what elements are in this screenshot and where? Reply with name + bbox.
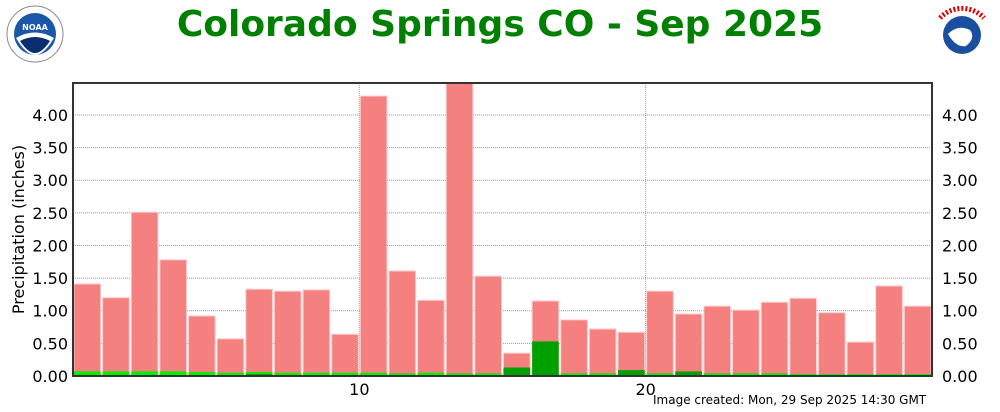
noaa-logo-text: NOAA xyxy=(22,23,48,32)
record-bar xyxy=(130,211,159,376)
record-bar xyxy=(331,333,359,376)
observed-bar xyxy=(503,367,531,376)
y-tick-label-left: 0.50 xyxy=(32,334,68,353)
record-bar xyxy=(445,83,474,376)
record-bar xyxy=(388,270,417,376)
y-tick-label-right: 4.00 xyxy=(942,106,978,125)
record-bar xyxy=(732,309,760,376)
record-bar xyxy=(674,313,703,376)
record-bar xyxy=(903,305,932,376)
y-tick-label-left: 2.50 xyxy=(32,204,68,223)
record-bar xyxy=(359,95,388,376)
normal-bar xyxy=(732,373,760,376)
observed-bar xyxy=(675,371,702,376)
y-tick-label-left: 2.00 xyxy=(32,236,68,255)
normal-bar xyxy=(274,372,302,376)
y-tick-label-right: 3.00 xyxy=(942,171,978,190)
normal-bar xyxy=(331,372,359,376)
record-bar xyxy=(588,328,617,376)
normal-bar xyxy=(446,373,473,376)
normal-bar xyxy=(217,372,244,376)
record-bar xyxy=(646,290,674,376)
record-bar xyxy=(789,297,817,376)
x-tick-label: 20 xyxy=(635,380,655,399)
normal-bar xyxy=(74,371,101,376)
record-bar xyxy=(73,283,102,376)
record-bar xyxy=(216,338,245,376)
image-created-text: Image created: Mon, 29 Sep 2025 14:30 GM… xyxy=(653,393,927,407)
x-tick-label: 10 xyxy=(349,380,369,399)
y-tick-label-right: 2.00 xyxy=(942,236,978,255)
normal-bar xyxy=(131,371,158,376)
record-bar xyxy=(560,319,588,376)
record-bar xyxy=(102,297,130,376)
record-bar xyxy=(846,341,875,376)
normal-bar xyxy=(188,372,216,376)
record-bar xyxy=(617,331,646,376)
plot-frame xyxy=(72,82,933,377)
y-tick-label-left: 4.00 xyxy=(32,106,68,125)
y-tick-label-left: 3.50 xyxy=(32,139,68,158)
y-tick-label-left: 0.00 xyxy=(32,367,68,386)
y-tick-label-left: 3.00 xyxy=(32,171,68,190)
y-tick-label-right: 2.50 xyxy=(942,204,978,223)
normal-bar xyxy=(360,372,387,376)
normal-bar xyxy=(646,373,674,376)
normal-bar xyxy=(417,372,445,376)
normal-bar xyxy=(560,373,588,376)
y-axis-label: Precipitation (inches) xyxy=(9,145,28,314)
normal-bar xyxy=(761,373,788,376)
y-tick-label-right: 3.50 xyxy=(942,139,978,158)
record-bar xyxy=(273,290,302,376)
record-bar xyxy=(817,312,846,376)
normal-bar xyxy=(703,373,731,376)
y-tick-label-right: 1.00 xyxy=(942,302,978,321)
record-bar xyxy=(417,299,445,376)
chart-title: Colorado Springs CO - Sep 2025 xyxy=(176,4,824,45)
normal-bar xyxy=(589,373,617,376)
record-bar xyxy=(875,285,903,376)
normal-bar xyxy=(159,371,187,376)
record-bar xyxy=(245,288,273,376)
record-bar xyxy=(474,275,503,376)
record-bar xyxy=(159,259,188,376)
observed-bar xyxy=(618,370,645,376)
y-tick-label-right: 0.00 xyxy=(942,367,978,386)
y-tick-label-right: 1.50 xyxy=(942,269,978,288)
nws-logo xyxy=(932,5,992,65)
record-bar xyxy=(188,315,216,376)
normal-bar xyxy=(102,371,130,376)
normal-bar xyxy=(245,372,273,376)
record-bar xyxy=(703,305,732,376)
y-tick-label-left: 1.50 xyxy=(32,269,68,288)
y-tick-label-left: 1.00 xyxy=(32,302,68,321)
record-bar xyxy=(302,289,331,376)
y-tick-label-right: 0.50 xyxy=(942,334,978,353)
normal-bar xyxy=(474,373,502,376)
normal-bar xyxy=(303,372,330,376)
observed-bar xyxy=(532,341,559,376)
noaa-logo: NOAA xyxy=(6,5,64,63)
normal-bar xyxy=(388,373,416,376)
record-bar xyxy=(760,301,789,376)
